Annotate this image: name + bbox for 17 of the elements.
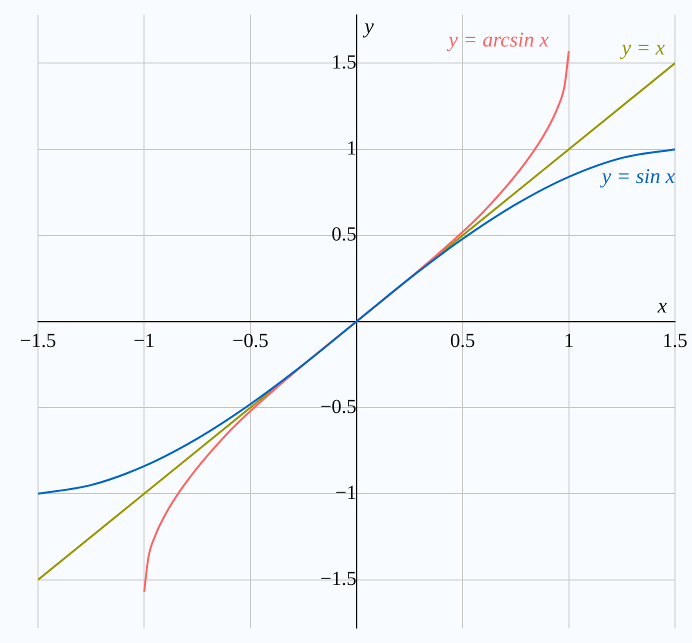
y-axis-title: y <box>362 14 374 38</box>
y-tick-label: 1 <box>346 138 356 160</box>
y-tick-label: −0.5 <box>320 396 356 418</box>
x-tick-label: −1 <box>134 330 155 352</box>
x-tick-label: −1.5 <box>20 330 56 352</box>
y-tick-label: 0.5 <box>332 224 356 246</box>
x-tick-label: −0.5 <box>232 330 268 352</box>
x-tick-label: 1.5 <box>662 330 688 352</box>
series-label: y = sin x <box>600 164 676 188</box>
x-tick-label: 0.5 <box>450 330 476 352</box>
x-axis-title: x <box>656 294 668 318</box>
series-label: y = arcsin x <box>446 28 550 52</box>
y-tick-label: 1.5 <box>332 51 356 74</box>
y-tick-label: −1 <box>335 482 356 504</box>
y-tick-label: −1.5 <box>320 568 356 590</box>
x-tick-label: 1 <box>564 330 574 352</box>
series-label: y = x <box>620 36 666 60</box>
